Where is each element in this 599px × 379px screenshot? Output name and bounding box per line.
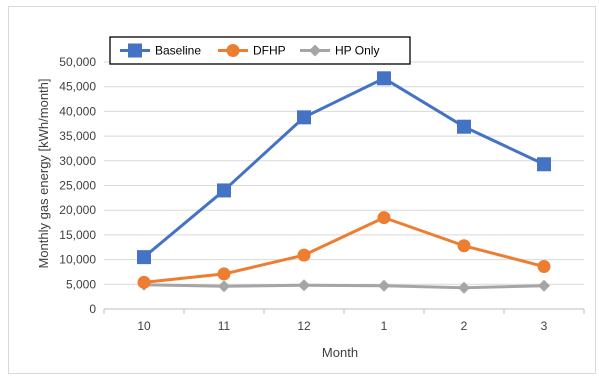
data-point-baseline: [537, 157, 551, 172]
data-point-baseline: [297, 110, 311, 125]
data-point-hp-only: [218, 280, 230, 293]
data-point-dfhp: [377, 211, 391, 225]
y-tick-label: 50,000: [59, 55, 96, 69]
data-point-dfhp: [457, 239, 471, 253]
legend-swatch-marker: [226, 44, 240, 57]
x-tick-label: 12: [297, 319, 311, 333]
data-point-dfhp: [537, 260, 551, 274]
x-tick-label: 2: [461, 319, 468, 333]
series-baseline: [137, 71, 551, 265]
y-tick-label: 20,000: [59, 203, 96, 217]
data-point-dfhp: [217, 267, 231, 281]
data-point-baseline: [377, 71, 391, 86]
y-tick-label: 0: [89, 302, 96, 316]
data-point-hp-only: [298, 279, 310, 292]
y-tick-label: 40,000: [59, 104, 96, 118]
x-axis-title: Month: [322, 345, 358, 360]
y-tick-label: 35,000: [59, 129, 96, 143]
data-point-hp-only: [378, 279, 390, 292]
legend-item-baseline: Baseline: [120, 43, 201, 58]
data-point-baseline: [457, 119, 471, 134]
y-tick-label: 10,000: [59, 253, 96, 267]
y-tick-label: 15,000: [59, 228, 96, 242]
legend-item-dfhp: DFHP: [218, 44, 286, 58]
data-point-baseline: [137, 250, 151, 265]
chart-frame: [8, 6, 596, 374]
series-dfhp: [137, 211, 551, 289]
y-tick-label: 30,000: [59, 154, 96, 168]
series-line-hp-only: [142, 283, 546, 290]
series-hp-only: [138, 278, 550, 294]
legend-label: DFHP: [253, 44, 286, 58]
series-line-baseline: [142, 76, 546, 259]
legend-swatch-marker: [309, 44, 321, 57]
legend-swatch-marker: [128, 43, 142, 58]
series-line-dfhp: [142, 216, 546, 284]
data-point-dfhp: [297, 248, 311, 262]
x-tick-label: 10: [137, 319, 151, 333]
x-tick-label: 11: [218, 319, 231, 333]
data-point-dfhp: [137, 275, 151, 289]
legend-label: Baseline: [155, 44, 201, 58]
data-point-hp-only: [458, 281, 470, 294]
x-tick-label: 3: [541, 319, 548, 333]
y-tick-label: 5,000: [66, 277, 96, 291]
legend-item-hp-only: HP Only: [300, 44, 379, 58]
data-point-baseline: [217, 183, 231, 198]
y-axis-title: Monthly gas energy [kWh/month]: [36, 78, 51, 268]
legend-box: [109, 36, 411, 65]
y-tick-label: 45,000: [59, 80, 96, 94]
data-point-hp-only: [538, 279, 550, 292]
y-tick-label: 25,000: [59, 179, 96, 193]
legend-label: HP Only: [335, 44, 379, 58]
x-tick-label: 1: [381, 319, 388, 333]
